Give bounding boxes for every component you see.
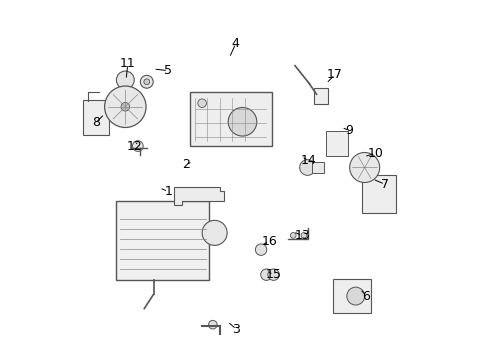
Text: 8: 8 — [92, 116, 99, 129]
FancyBboxPatch shape — [83, 100, 109, 135]
Text: 6: 6 — [363, 289, 370, 303]
Circle shape — [209, 320, 217, 329]
Circle shape — [350, 153, 380, 183]
Circle shape — [300, 159, 316, 175]
Circle shape — [301, 233, 307, 238]
Text: 9: 9 — [345, 124, 353, 137]
Circle shape — [347, 287, 365, 305]
Circle shape — [255, 244, 267, 255]
Polygon shape — [173, 187, 223, 205]
FancyBboxPatch shape — [312, 162, 324, 173]
Text: 1: 1 — [164, 185, 172, 198]
Text: 3: 3 — [232, 323, 241, 336]
Circle shape — [121, 103, 130, 111]
Circle shape — [268, 269, 279, 280]
FancyBboxPatch shape — [117, 202, 209, 280]
Text: 12: 12 — [127, 140, 143, 153]
Circle shape — [132, 141, 143, 152]
Circle shape — [261, 269, 272, 280]
FancyBboxPatch shape — [190, 93, 272, 146]
Text: 14: 14 — [301, 154, 317, 167]
Text: 15: 15 — [266, 268, 282, 281]
Text: 4: 4 — [232, 37, 240, 50]
Circle shape — [291, 233, 296, 238]
FancyBboxPatch shape — [333, 279, 371, 313]
FancyBboxPatch shape — [326, 131, 347, 156]
Text: 13: 13 — [294, 229, 310, 242]
Circle shape — [144, 79, 149, 85]
Circle shape — [117, 71, 134, 89]
Text: 17: 17 — [327, 68, 343, 81]
FancyBboxPatch shape — [314, 88, 328, 104]
Text: 2: 2 — [182, 158, 190, 171]
Text: 5: 5 — [164, 64, 172, 77]
Text: 16: 16 — [262, 235, 277, 248]
FancyBboxPatch shape — [362, 175, 396, 213]
Text: 7: 7 — [381, 178, 389, 191]
Circle shape — [228, 108, 257, 136]
Circle shape — [202, 220, 227, 246]
Text: 11: 11 — [120, 57, 136, 71]
Circle shape — [104, 86, 146, 127]
Circle shape — [140, 75, 153, 88]
Text: 10: 10 — [368, 147, 383, 160]
Circle shape — [198, 99, 206, 108]
